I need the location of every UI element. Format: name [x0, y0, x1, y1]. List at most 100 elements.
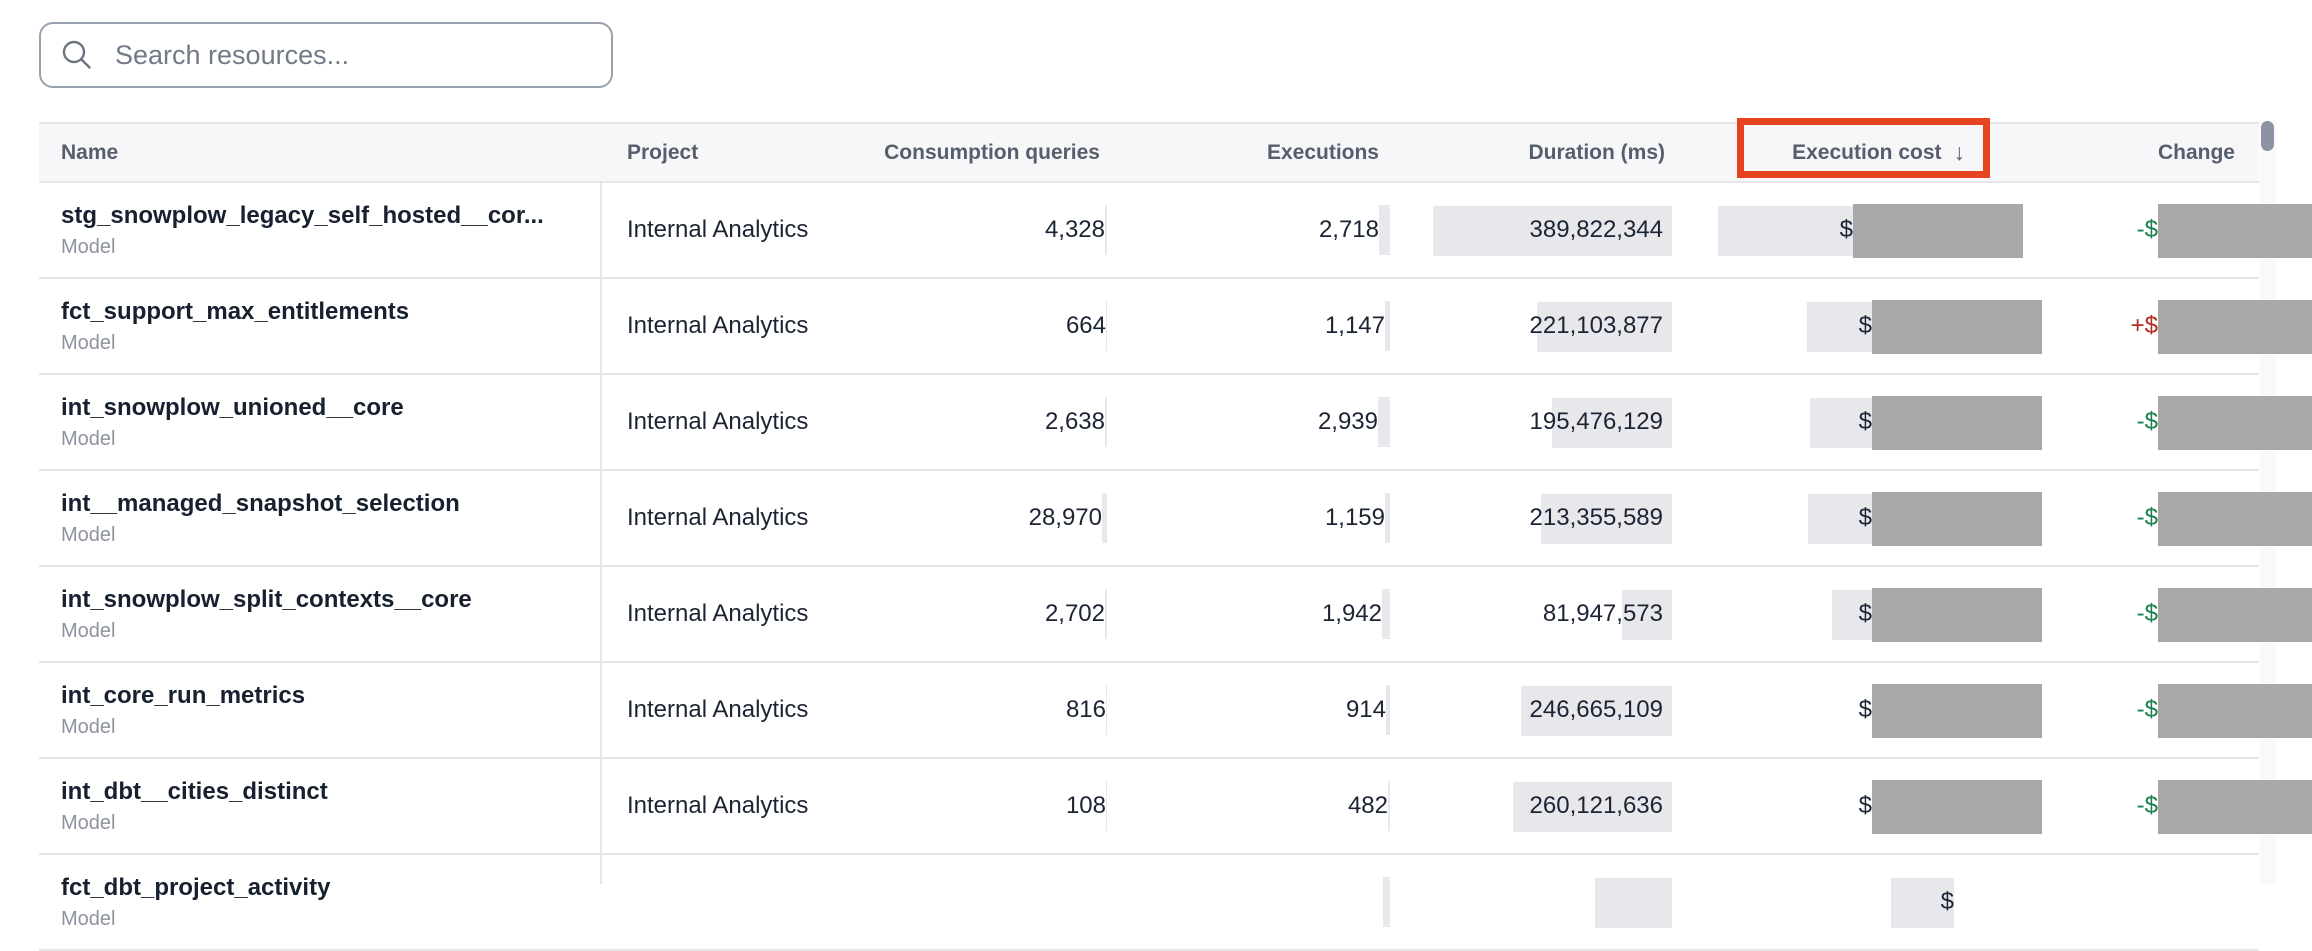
duration-value: 389,822,344: [1529, 216, 1663, 243]
change-cell: [39, 855, 2259, 949]
duration-value: 213,355,589: [1529, 504, 1663, 531]
sort-descending-icon: ↓: [1953, 139, 1966, 165]
duration-heatbar: [1433, 206, 1672, 256]
resource-name-cell[interactable]: int_dbt__cities_distinct Model: [61, 759, 328, 853]
consumption-cell: 664: [39, 279, 1107, 373]
resource-name-cell[interactable]: int_core_run_metrics Model: [61, 663, 305, 757]
duration-cell: 213,355,589: [39, 471, 1672, 565]
change-redaction-block: [2158, 396, 2312, 450]
change-cell: -$: [39, 183, 2312, 277]
executions-value: 1,147: [1324, 312, 1385, 339]
cost-redaction-block: [1872, 684, 2042, 738]
execution-cost-cell: $: [39, 471, 2259, 565]
search-icon: [62, 40, 91, 69]
change-redaction-block: [2158, 588, 2312, 642]
duration-value: 221,103,877: [1529, 312, 1663, 339]
executions-cell: 1,147: [39, 279, 1390, 373]
duration-heatbar: [1552, 398, 1672, 448]
column-header-name[interactable]: Name: [61, 140, 119, 164]
change-sign: -$: [2136, 408, 2158, 435]
table-row[interactable]: int_dbt__cities_distinct Model Internal …: [39, 759, 2312, 855]
cost-heatbar: [1808, 494, 1872, 544]
executions-cell: 2,718: [39, 183, 1390, 277]
consumption-cell: 4,328: [39, 183, 1107, 277]
cost-redaction-block: [1872, 588, 2042, 642]
cost-redaction-block: [1872, 492, 2042, 546]
consumption-heatbar: [1105, 397, 1107, 447]
change-redaction-block: [2158, 684, 2312, 738]
resource-name-cell[interactable]: fct_support_max_entitlements Model: [61, 279, 409, 373]
execution-cost-cell: $: [39, 663, 2259, 757]
change-redaction-block: [2158, 780, 2312, 834]
duration-cell: 389,822,344: [39, 183, 1672, 277]
resource-type: Model: [61, 523, 116, 546]
table-row[interactable]: fct_dbt_project_activity Model $: [39, 855, 2259, 951]
resource-name[interactable]: fct_support_max_entitlements: [61, 297, 410, 325]
executions-value: 482: [1347, 792, 1388, 819]
change-cell: -$: [39, 375, 2312, 469]
change-sign: -$: [2136, 792, 2158, 819]
table-row[interactable]: stg_snowplow_legacy_self_hosted__cor... …: [39, 183, 2312, 279]
table-row[interactable]: int_snowplow_unioned__core Model Interna…: [39, 375, 2312, 471]
resource-name[interactable]: int_core_run_metrics: [61, 681, 306, 709]
change-sign: -$: [2136, 600, 2158, 627]
resource-name[interactable]: int_snowplow_split_contexts__core: [61, 585, 472, 613]
cost-redaction-block: [1872, 396, 2042, 450]
cost-heatbar: [1832, 590, 1872, 640]
resource-name[interactable]: int__managed_snapshot_selection: [61, 489, 460, 517]
executions-cell: 2,939: [39, 375, 1390, 469]
cost-currency: $: [1858, 504, 1872, 531]
search-input[interactable]: [113, 38, 591, 72]
resource-name[interactable]: stg_snowplow_legacy_self_hosted__cor...: [61, 201, 544, 229]
consumption-value: 664: [1065, 312, 1106, 339]
scrollbar-thumb[interactable]: [2261, 121, 2274, 151]
executions-value: 2,718: [1318, 216, 1379, 243]
duration-heatbar: [1622, 590, 1672, 640]
resource-name[interactable]: int_dbt__cities_distinct: [61, 777, 328, 805]
column-header-duration[interactable]: Duration (ms): [1528, 140, 1666, 164]
cost-currency: $: [1858, 696, 1872, 723]
table-header: Name Project Consumption queries Executi…: [39, 122, 2259, 183]
column-header-change[interactable]: Change: [2157, 140, 2235, 164]
duration-value: 81,947,573: [1542, 600, 1663, 627]
duration-value: 195,476,129: [1529, 408, 1663, 435]
table-row[interactable]: fct_support_max_entitlements Model Inter…: [39, 279, 2312, 375]
resource-name-cell[interactable]: stg_snowplow_legacy_self_hosted__cor... …: [61, 183, 544, 277]
execution-cost-cell: $: [39, 567, 2259, 661]
change-redaction-block: [2158, 300, 2312, 354]
project-cell: Internal Analytics: [627, 696, 809, 723]
table-row[interactable]: int_snowplow_split_contexts__core Model …: [39, 567, 2312, 663]
resource-name-cell[interactable]: int_snowplow_split_contexts__core Model: [61, 567, 472, 661]
consumption-value: 2,702: [1044, 600, 1105, 627]
resource-name[interactable]: int_snowplow_unioned__core: [61, 393, 404, 421]
consumption-value: 108: [1065, 792, 1106, 819]
resource-name-cell[interactable]: int__managed_snapshot_selection Model: [61, 471, 460, 565]
resource-type: Model: [61, 331, 116, 354]
cost-currency: $: [1858, 600, 1872, 627]
column-header-execution-cost[interactable]: Execution cost ↓: [39, 124, 1965, 181]
duration-cell: 246,665,109: [39, 663, 1672, 757]
duration-cell: 260,121,636: [39, 759, 1672, 853]
consumption-cell: 108: [39, 759, 1107, 853]
column-header-consumption-queries[interactable]: Consumption queries: [884, 140, 1100, 164]
executions-heatbar: [1385, 301, 1390, 351]
consumption-cell: 28,970: [39, 471, 1107, 565]
search-box[interactable]: [39, 22, 613, 88]
table-row[interactable]: int_core_run_metrics Model Internal Anal…: [39, 663, 2312, 759]
change-sign: -$: [2136, 504, 2158, 531]
table-row[interactable]: int__managed_snapshot_selection Model In…: [39, 471, 2312, 567]
column-header-executions[interactable]: Executions: [1266, 140, 1379, 164]
executions-value: 914: [1345, 696, 1386, 723]
executions-cell: 482: [39, 759, 1390, 853]
duration-heatbar: [1513, 782, 1672, 832]
consumption-cell: 2,638: [39, 375, 1107, 469]
duration-heatbar: [1541, 494, 1672, 544]
project-cell: Internal Analytics: [627, 504, 809, 531]
executions-cell: 1,159: [39, 471, 1390, 565]
column-header-project[interactable]: Project: [627, 140, 699, 164]
resource-name-cell[interactable]: int_snowplow_unioned__core Model: [61, 375, 404, 469]
cost-redaction-block: [1872, 300, 2042, 354]
cost-redaction-block: [1853, 204, 2023, 258]
change-cell: -$: [39, 471, 2312, 565]
cost-currency: $: [1858, 408, 1872, 435]
